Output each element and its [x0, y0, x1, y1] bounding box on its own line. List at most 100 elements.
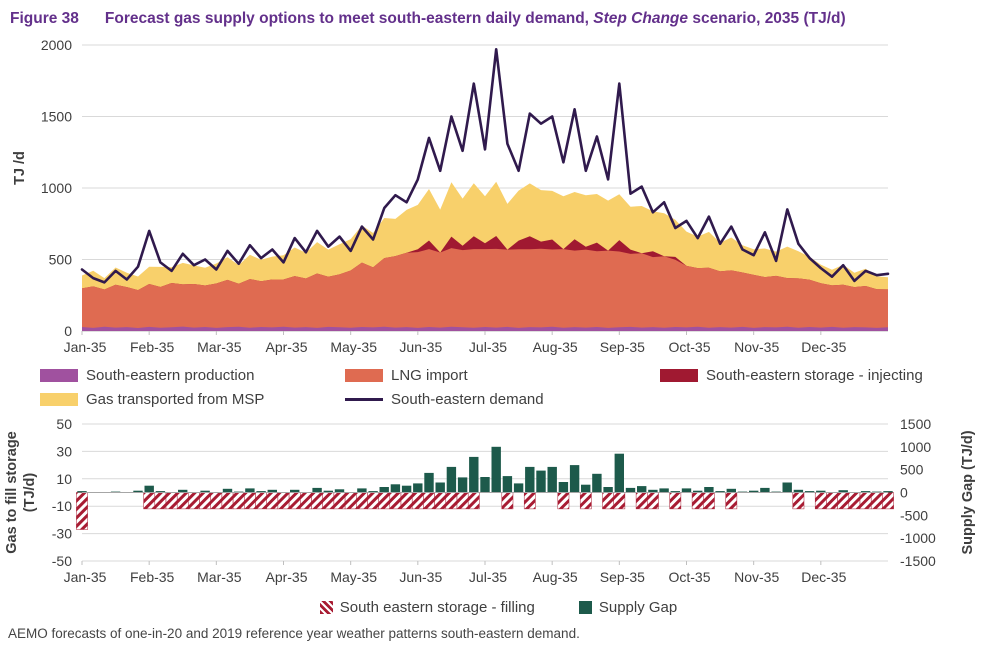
supply-gap-bar: [536, 470, 546, 493]
storage-filling-bar: [143, 492, 156, 510]
storage-filling-bar: [244, 492, 256, 510]
production-swatch-icon: [40, 369, 78, 382]
storage-injecting-swatch-icon: [660, 369, 698, 382]
storage-filling-bar: [814, 492, 827, 510]
demand-line: [80, 48, 890, 284]
axis-label: Feb-35: [130, 339, 175, 355]
supply-gap-bar: [368, 491, 378, 493]
storage-filling-bar: [300, 492, 312, 510]
legend-item-demand: South-eastern demand: [345, 391, 660, 408]
axis-label: 0: [900, 485, 908, 501]
supply-gap-swatch-icon: [578, 601, 592, 614]
supply-gap-bar: [793, 489, 804, 493]
legend-label-production: South-eastern production: [86, 367, 255, 384]
storage-filling-bar: [311, 492, 323, 510]
supply-gap-bar: [816, 490, 826, 493]
supply-gap-bar: [457, 477, 468, 493]
storage-filling-bar: [165, 492, 178, 510]
supply-gap-bar: [592, 473, 602, 493]
legend-label-supply-gap: Supply Gap: [598, 599, 678, 616]
legend-item-lng: LNG import: [345, 367, 660, 384]
storage-filling-bar: [691, 492, 704, 510]
storage-filling-bar: [870, 492, 883, 510]
supply-gap-bar: [648, 489, 658, 493]
area-1: [82, 248, 888, 331]
figure-title: Figure 38 Forecast gas supply options to…: [0, 0, 997, 30]
axis-label: 500: [49, 252, 73, 268]
axis-label: Nov-35: [734, 569, 779, 585]
axis-label: Dec-35: [801, 339, 846, 355]
storage-filling-bar: [725, 492, 738, 510]
legend-label-lng: LNG import: [391, 367, 468, 384]
storage-filling-bar: [635, 492, 648, 510]
supply-gap-bar: [749, 490, 759, 493]
legend-item-storage-filling: South eastern storage - filling: [319, 599, 535, 616]
storage-filling-bar: [613, 492, 626, 510]
area-0: [82, 326, 888, 331]
supply-gap-bar: [77, 491, 87, 493]
supply-gap-bar: [334, 489, 345, 493]
storage-filling-bar: [837, 492, 850, 510]
storage-filling-bar: [882, 492, 894, 510]
storage-filling-bar: [378, 492, 391, 510]
supply-gap-bar: [860, 491, 871, 493]
supply-gap-bar: [245, 488, 255, 493]
storage-filling-bar: [232, 492, 245, 510]
axis-label: Feb-35: [130, 569, 175, 585]
storage-filling-bar: [456, 492, 469, 510]
supply-gap-bar: [357, 488, 367, 493]
axis-label: Sep-35: [600, 569, 645, 585]
axis-label: May-35: [330, 339, 377, 355]
axis-label: May-35: [330, 569, 377, 585]
supply-gap-bar: [413, 483, 423, 493]
axis-label: Oct-35: [668, 339, 710, 355]
axis-label: Gas to fill storage: [4, 431, 20, 553]
storage-filling-bar: [210, 492, 223, 510]
axis-label: Sep-35: [600, 339, 645, 355]
supply-gap-bar: [883, 491, 893, 493]
axis-label: Jul-35: [469, 569, 507, 585]
supply-gap-bar: [581, 484, 591, 493]
axis-label: Mar-35: [197, 339, 242, 355]
supply-gap-bar: [290, 489, 300, 493]
storage-filling-bar: [389, 492, 402, 510]
axis-label: -10: [52, 498, 72, 514]
supply-gap-bar: [558, 482, 569, 493]
storage-filling-bar: [501, 492, 514, 510]
storage-filling-bar: [176, 492, 189, 510]
supply-gap-bar: [782, 482, 792, 493]
supply-gap-bar: [312, 487, 322, 493]
axis-label: -500: [900, 507, 928, 523]
supply-gap-bar: [323, 490, 333, 493]
axis-label: 2000: [41, 37, 72, 53]
storage-filling-bar: [579, 492, 592, 510]
supply-gap-bar: [637, 486, 647, 493]
axis-label: 1000: [900, 439, 931, 455]
legend-item-supply-gap: Supply Gap: [578, 599, 678, 616]
storage-filling-bar: [76, 492, 88, 530]
axis-label: -1000: [900, 530, 936, 546]
axis-label: 500: [900, 462, 924, 478]
bottom-storage-gap-chart: 50 30 10 -10 -30 -50 1500 1000 500 0 -500 -1000 -150…: [4, 416, 976, 585]
storage-filling-bar: [188, 492, 200, 510]
supply-gap-bar: [480, 477, 490, 493]
supply-gap-bar: [625, 487, 636, 493]
supply-gap-bar: [256, 491, 266, 493]
storage-filling-bar: [445, 492, 458, 510]
supply-gap-bar: [379, 487, 389, 493]
storage-filling-bar: [411, 492, 424, 510]
supply-gap-bar: [603, 487, 613, 493]
supply-gap-bar: [838, 490, 848, 493]
axis-label: 1000: [41, 180, 72, 196]
storage-filling-bar: [826, 492, 838, 510]
axis-label: Supply Gap (TJ/d): [960, 430, 976, 554]
supply-gap-bar: [502, 476, 513, 493]
axis-label: (TJ/d): [22, 473, 38, 513]
supply-gap-bar: [435, 482, 445, 493]
supply-gap-bar: [222, 488, 233, 493]
axis-label: 1500: [41, 109, 72, 125]
figure-38-gas-supply-chart: Figure 38 Forecast gas supply options to…: [0, 0, 997, 641]
axis-label: Mar-35: [197, 569, 242, 585]
axis-label: -1500: [900, 553, 936, 569]
storage-filling-bar: [669, 492, 682, 510]
